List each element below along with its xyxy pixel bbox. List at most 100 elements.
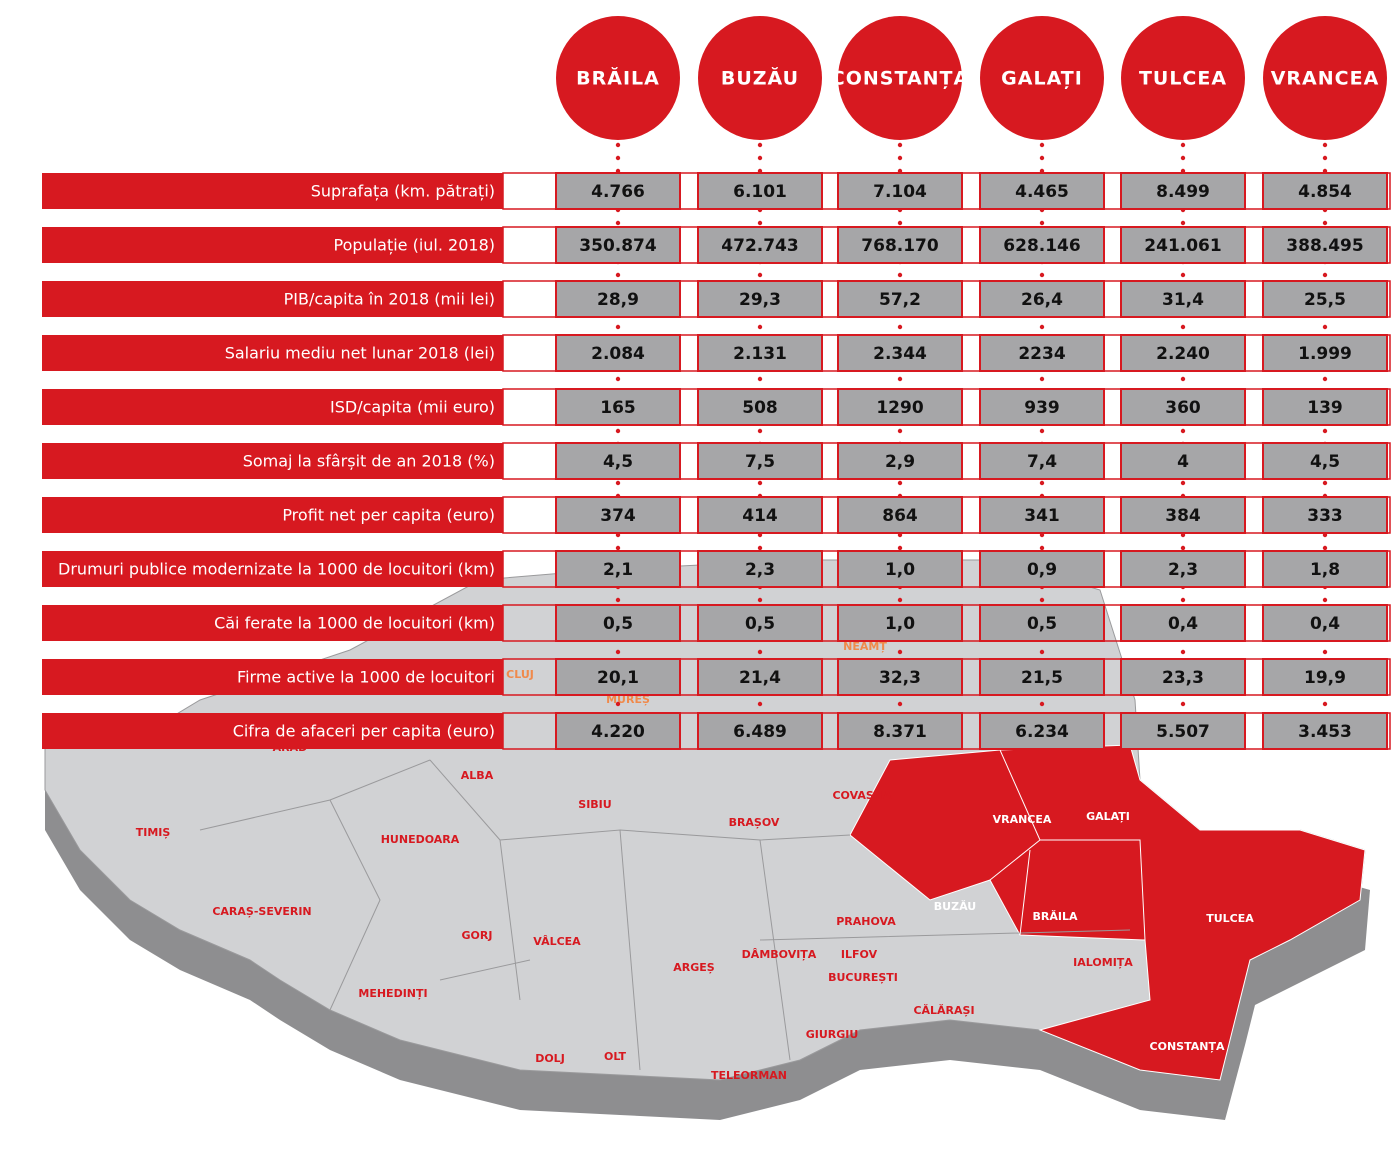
- value: 472.743: [721, 236, 798, 256]
- connector-dot: [1180, 272, 1186, 278]
- connector-dot: [1039, 545, 1045, 551]
- value-box: [697, 496, 823, 534]
- connector-dot: [1180, 428, 1186, 434]
- value: 6.101: [733, 182, 787, 202]
- value: 28,9: [597, 290, 639, 310]
- header-circle: [980, 16, 1104, 140]
- county-label: COVASNA: [832, 789, 892, 802]
- connector-dot: [1180, 597, 1186, 603]
- connector-dot: [1039, 701, 1045, 707]
- value: 0,4: [1168, 614, 1198, 634]
- value: 1,0: [885, 614, 915, 634]
- value-box: [979, 388, 1105, 426]
- connector-dot: [1039, 649, 1045, 655]
- connector-dot: [1322, 545, 1328, 551]
- value-box: [555, 550, 681, 588]
- connector-dot: [615, 376, 621, 382]
- value-box: [697, 604, 823, 642]
- value: 6.234: [1015, 722, 1069, 742]
- value: 350.874: [579, 236, 657, 256]
- connector-dot: [1180, 376, 1186, 382]
- value: 32,3: [879, 668, 921, 688]
- value-box: [1262, 388, 1388, 426]
- connector-dot: [1322, 376, 1328, 382]
- connector-dot: [615, 428, 621, 434]
- connector-dot: [897, 376, 903, 382]
- connector-dot: [1322, 428, 1328, 434]
- value-box: [555, 226, 681, 264]
- row-label: Profit net per capita (euro): [282, 506, 495, 525]
- value-box: [1262, 550, 1388, 588]
- county-label: HUNEDOARA: [381, 833, 460, 846]
- value-box: [1262, 226, 1388, 264]
- connector-dot: [1180, 545, 1186, 551]
- value: 26,4: [1021, 290, 1063, 310]
- value-box: [979, 496, 1105, 534]
- value-box: [837, 388, 963, 426]
- connector-dot: [757, 649, 763, 655]
- connector-dot: [1322, 324, 1328, 330]
- connector-dot: [757, 376, 763, 382]
- value-box: [555, 334, 681, 372]
- value-box: [979, 334, 1105, 372]
- county-label: BUZĂU: [934, 900, 976, 913]
- connector-dot: [1039, 480, 1045, 486]
- connector-dot: [757, 701, 763, 707]
- row-label: Cifra de afaceri per capita (euro): [233, 722, 495, 741]
- connector-dot: [897, 701, 903, 707]
- value: 864: [882, 506, 918, 526]
- connector-dot: [615, 272, 621, 278]
- county-label: BRAȘOV: [729, 816, 780, 829]
- value: 341: [1024, 506, 1060, 526]
- value-box: [1262, 604, 1388, 642]
- value: 628.146: [1003, 236, 1080, 256]
- row-label-bar: [42, 281, 503, 317]
- county-label: CLUJ: [506, 668, 534, 681]
- row-label-bar: [42, 551, 503, 587]
- value: 4.465: [1015, 182, 1069, 202]
- value: 2,9: [885, 452, 915, 472]
- value-box: [1120, 550, 1246, 588]
- map-region: [849, 744, 1366, 1081]
- value: 139: [1307, 398, 1343, 418]
- header-circle: [1263, 16, 1387, 140]
- connector-dot: [615, 155, 621, 161]
- value: 7,4: [1027, 452, 1057, 472]
- header-circle: [556, 16, 680, 140]
- value-box: [979, 172, 1105, 210]
- value-box: [979, 280, 1105, 318]
- county-borders: [199, 749, 1146, 1071]
- value-box: [1262, 334, 1388, 372]
- value: 2,3: [1168, 560, 1198, 580]
- county-label: MEHEDINȚI: [358, 987, 427, 1000]
- connector-dot: [757, 272, 763, 278]
- connector-dot: [615, 142, 621, 148]
- value: 4.766: [591, 182, 645, 202]
- value-box: [1120, 658, 1246, 696]
- value-box: [837, 172, 963, 210]
- value-box: [1120, 226, 1246, 264]
- connector-dot: [1180, 220, 1186, 226]
- connector-dot: [897, 428, 903, 434]
- connector-dot: [1322, 597, 1328, 603]
- value: 1,8: [1310, 560, 1340, 580]
- connector-dot: [897, 649, 903, 655]
- row-label: Somaj la sfârșit de an 2018 (%): [243, 452, 495, 471]
- connector-dot: [1322, 480, 1328, 486]
- value: 939: [1024, 398, 1060, 418]
- connector-dot: [757, 155, 763, 161]
- value: 2.131: [733, 344, 787, 364]
- connector-dot: [615, 597, 621, 603]
- value-box: [1262, 442, 1388, 480]
- row-label-bar: [42, 497, 503, 533]
- value-box: [837, 658, 963, 696]
- value: 7.104: [873, 182, 927, 202]
- connector-dot: [1322, 649, 1328, 655]
- value: 6.489: [733, 722, 787, 742]
- header-circle: [698, 16, 822, 140]
- value: 2.240: [1156, 344, 1210, 364]
- connector-dot: [897, 220, 903, 226]
- table: BRĂILA BUZĂU CONSTANȚA GALAȚI TULCEA VRANCEA S…: [42, 16, 1391, 750]
- connector-dot: [1180, 649, 1186, 655]
- county-label: IALOMIȚA: [1073, 956, 1133, 969]
